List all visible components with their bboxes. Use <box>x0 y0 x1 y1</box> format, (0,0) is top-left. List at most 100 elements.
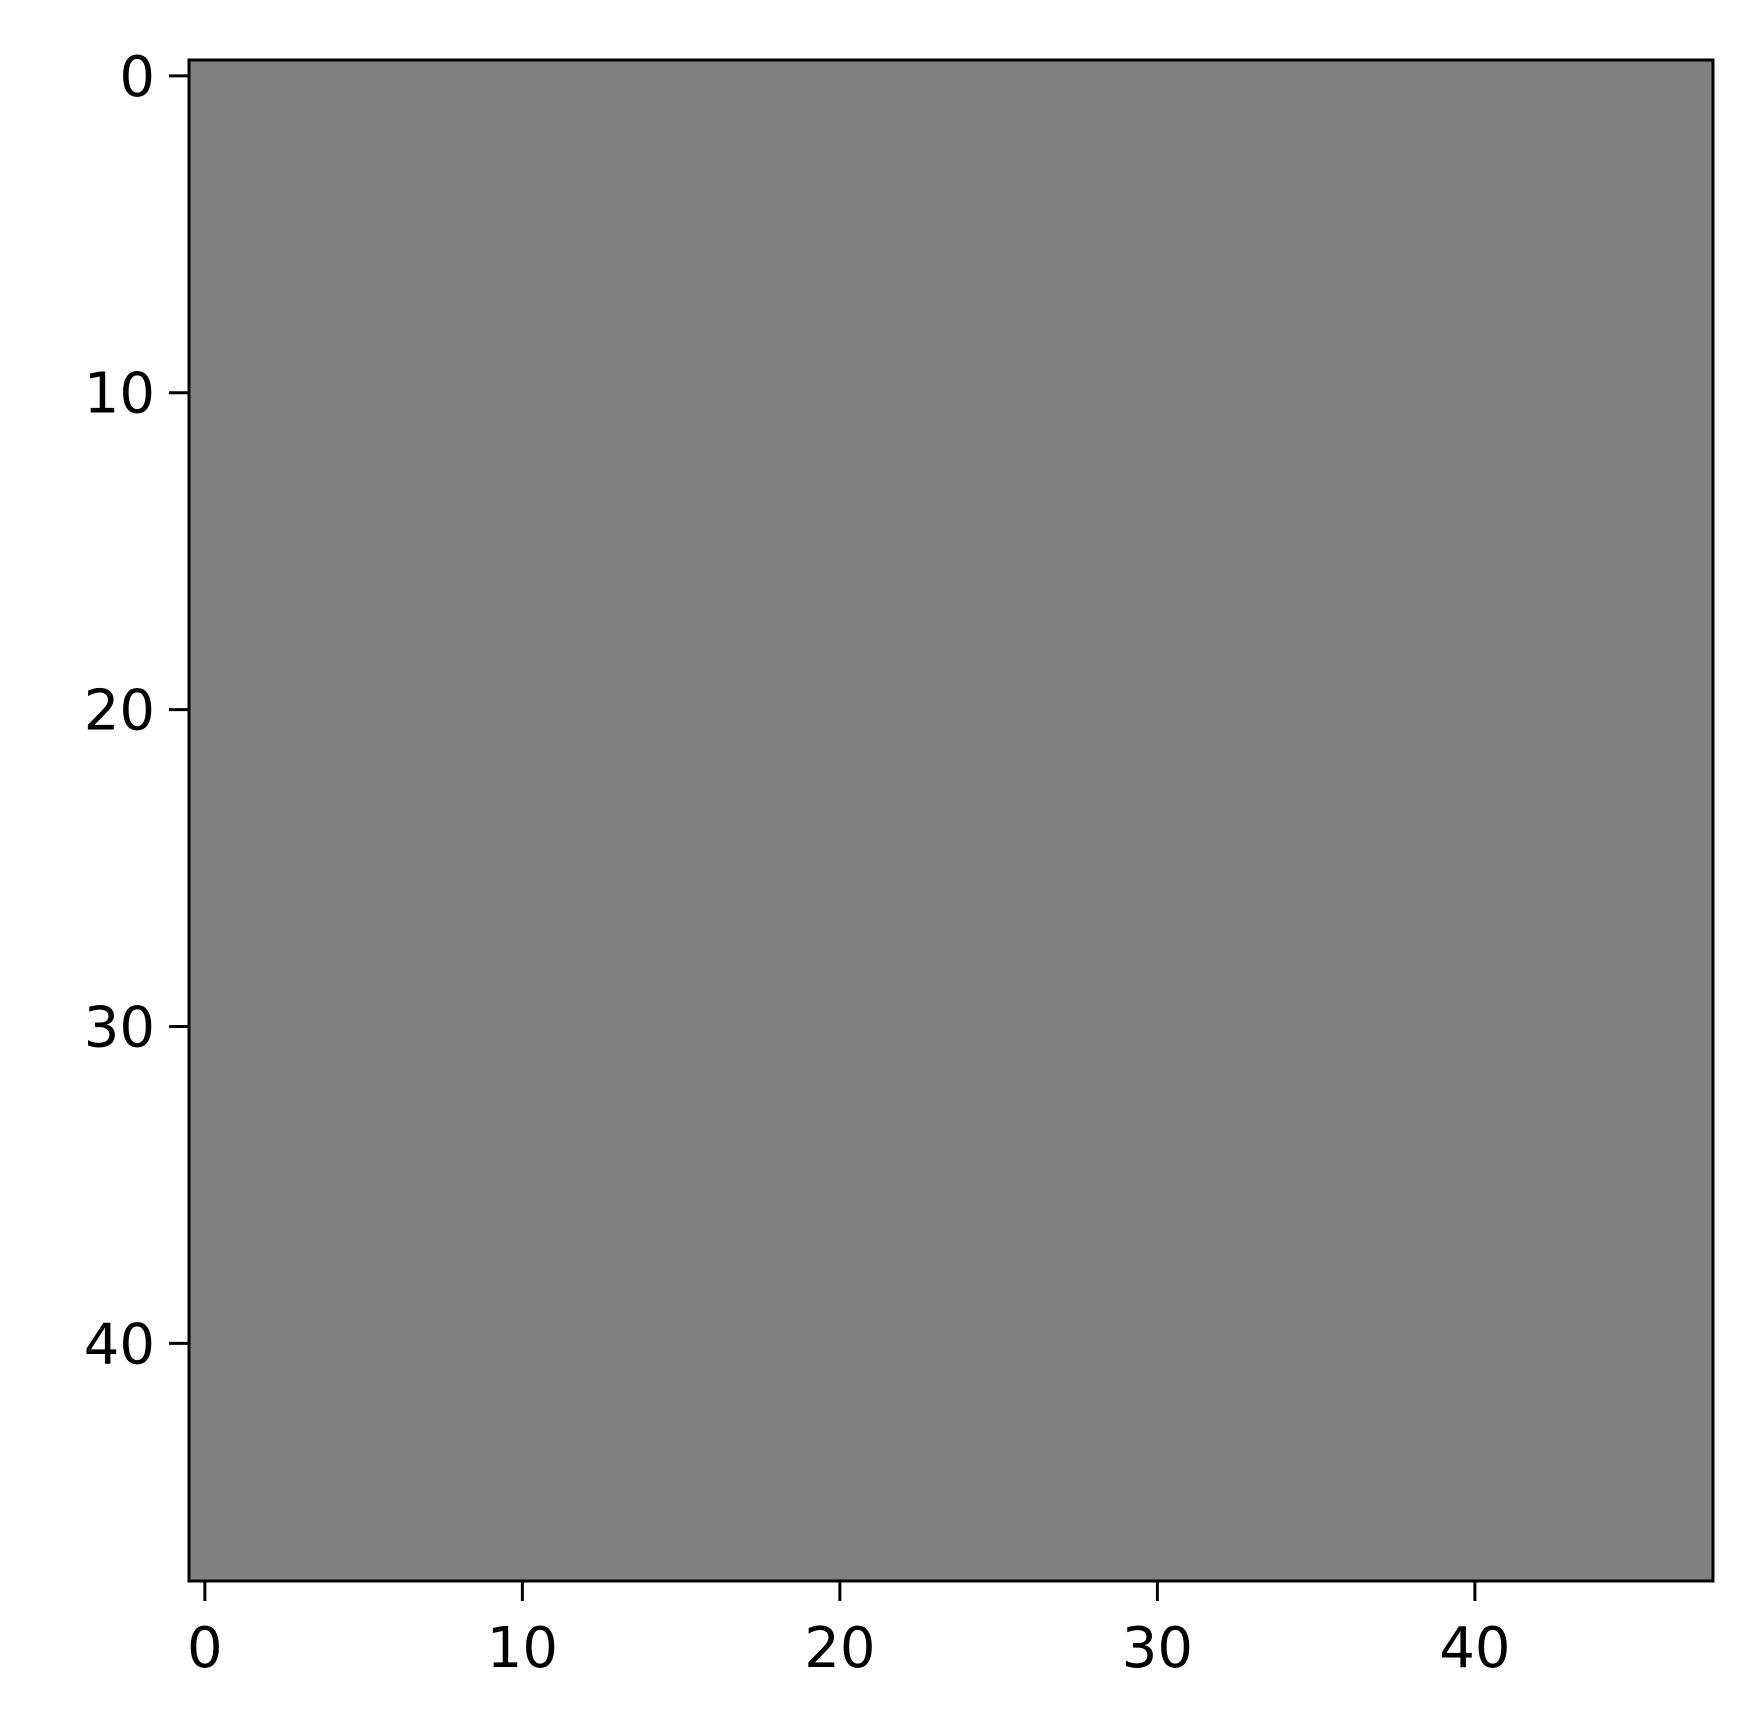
heatmap-cell <box>760 471 793 505</box>
heatmap-cell <box>633 1042 666 1075</box>
heatmap-cell <box>1109 852 1143 885</box>
heatmap-cell <box>1522 1390 1555 1424</box>
heatmap-cell <box>284 313 317 346</box>
heatmap-cell <box>252 1105 285 1138</box>
heatmap-cell <box>443 1295 476 1329</box>
heatmap-cell <box>665 598 698 631</box>
heatmap-cell <box>951 440 984 473</box>
heatmap-cell <box>1459 1042 1492 1075</box>
heatmap-cell <box>1236 1327 1270 1360</box>
heatmap-cell <box>697 60 730 93</box>
heatmap-cell <box>1014 503 1047 536</box>
heatmap-cell <box>1586 662 1619 695</box>
heatmap-cell <box>443 820 476 853</box>
heatmap-cell <box>220 1485 254 1519</box>
heatmap-cell <box>1268 852 1301 885</box>
heatmap-cell <box>220 1137 254 1170</box>
heatmap-cell <box>1522 693 1555 727</box>
heatmap-cell <box>1681 440 1714 473</box>
heatmap-cell <box>1427 1105 1460 1138</box>
heatmap-cell <box>824 345 857 378</box>
heatmap-cell <box>189 883 222 917</box>
heatmap-cell <box>220 947 254 980</box>
heatmap-cell <box>220 1327 254 1360</box>
heatmap-cell <box>316 915 349 948</box>
heatmap-cell <box>252 1549 285 1582</box>
heatmap-cell <box>284 1359 317 1392</box>
heatmap-cell <box>1205 1169 1238 1202</box>
heatmap-cell <box>474 471 508 505</box>
heatmap-cell <box>792 662 825 695</box>
heatmap-cell <box>443 250 476 283</box>
heatmap-cell <box>1173 978 1206 1012</box>
heatmap-cell <box>220 408 254 441</box>
heatmap-cell <box>252 1422 285 1455</box>
heatmap-cell <box>1046 915 1079 948</box>
heatmap-cell <box>919 535 952 568</box>
heatmap-cell <box>665 1454 698 1487</box>
heatmap-cell <box>1332 1264 1365 1297</box>
heatmap-cell <box>1078 883 1111 917</box>
heatmap-cell <box>189 503 222 536</box>
heatmap-cell <box>824 313 857 346</box>
heatmap-cell <box>951 915 984 948</box>
heatmap-cell <box>284 535 317 568</box>
heatmap-cell <box>855 1169 889 1202</box>
heatmap-cell <box>1300 408 1333 441</box>
heatmap-cell <box>252 820 285 853</box>
heatmap-cell <box>506 725 539 758</box>
heatmap-cell <box>665 1264 698 1297</box>
heatmap-cell <box>1554 1422 1587 1455</box>
heatmap-cell <box>1046 535 1079 568</box>
heatmap-cell <box>1395 1137 1428 1170</box>
heatmap-cell <box>411 788 444 822</box>
heatmap-cell <box>1205 1517 1238 1550</box>
heatmap-cell <box>633 852 666 885</box>
heatmap-cell <box>1046 376 1079 410</box>
heatmap-cell <box>316 630 349 663</box>
heatmap-cell <box>760 693 793 727</box>
heatmap-cell <box>792 471 825 505</box>
heatmap-cell <box>1522 186 1555 220</box>
heatmap-cell <box>1014 1327 1047 1360</box>
heatmap-cell <box>1617 535 1651 568</box>
heatmap-cell <box>411 408 444 441</box>
heatmap-cell <box>1046 440 1079 473</box>
heatmap-cell <box>887 788 920 822</box>
heatmap-cell <box>855 91 889 124</box>
heatmap-cell <box>728 1074 762 1107</box>
heatmap-cell <box>347 757 381 790</box>
heatmap-cell <box>1459 471 1492 505</box>
heatmap-cell <box>1522 281 1555 315</box>
heatmap-cell <box>1649 60 1682 93</box>
heatmap-cell <box>1459 883 1492 917</box>
heatmap-cell <box>982 630 1016 663</box>
heatmap-cell <box>951 155 984 188</box>
heatmap-cell <box>760 503 793 536</box>
heatmap-cell <box>506 376 539 410</box>
heatmap-cell <box>919 757 952 790</box>
heatmap-cell <box>824 1200 857 1234</box>
heatmap-cell <box>1332 440 1365 473</box>
heatmap-cell <box>189 471 222 505</box>
heatmap-cell <box>1427 598 1460 631</box>
heatmap-cell <box>919 852 952 885</box>
heatmap-cell <box>1046 947 1079 980</box>
heatmap-cell <box>1395 1232 1428 1265</box>
heatmap-cell <box>347 376 381 410</box>
heatmap-cell <box>347 1295 381 1329</box>
heatmap-cell <box>506 662 539 695</box>
heatmap-cell <box>1078 1485 1111 1519</box>
heatmap-cell <box>1490 218 1524 251</box>
heatmap-cell <box>633 1422 666 1455</box>
heatmap-cell <box>443 1327 476 1360</box>
heatmap-cell <box>665 662 698 695</box>
heatmap-cell <box>1363 1359 1397 1392</box>
heatmap-cell <box>1586 471 1619 505</box>
heatmap-cell <box>1300 218 1333 251</box>
heatmap-cell <box>1268 662 1301 695</box>
heatmap-cell <box>601 376 635 410</box>
heatmap-cell <box>189 345 222 378</box>
heatmap-cell <box>252 630 285 663</box>
heatmap-cell <box>951 1200 984 1234</box>
